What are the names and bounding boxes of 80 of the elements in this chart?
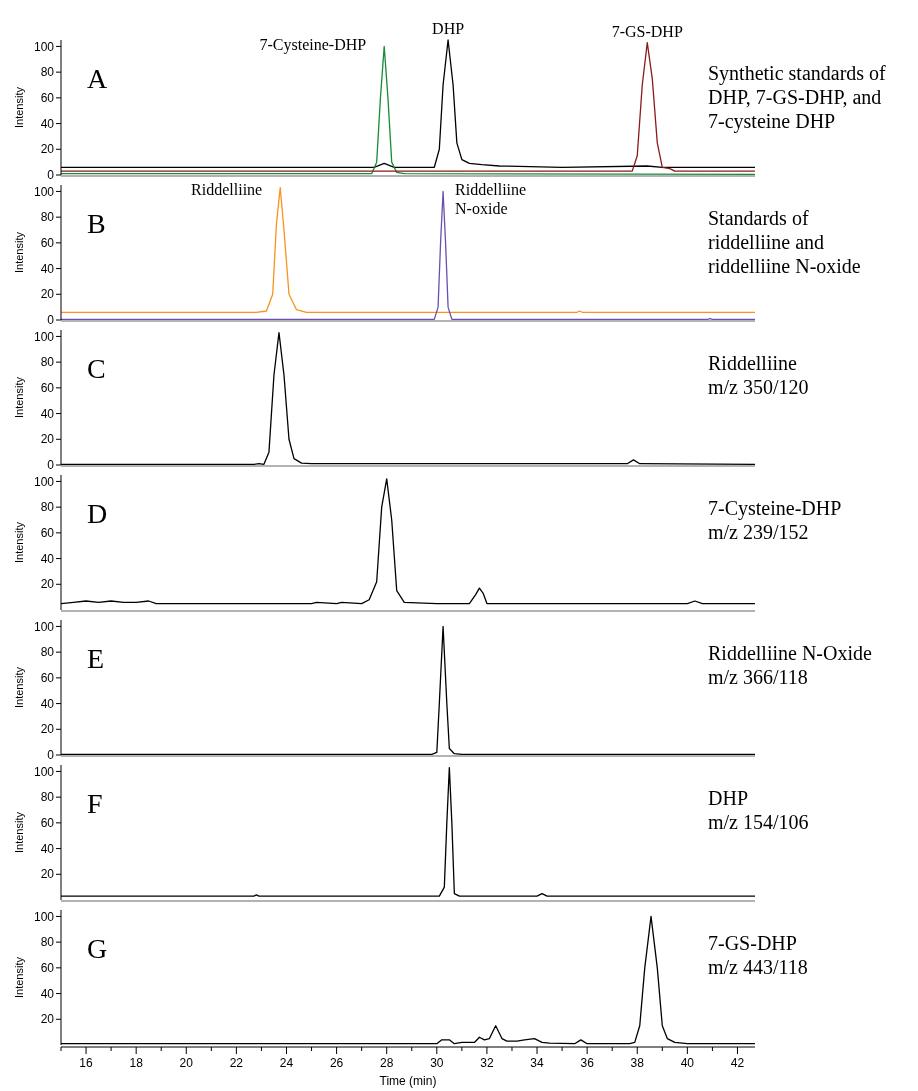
y-axis-title: Intensity [13, 86, 25, 128]
y-tick-label: 60 [40, 961, 55, 976]
annotation: C [87, 353, 106, 384]
y-tick-label: 40 [40, 841, 55, 856]
y-tick-label: 0 [47, 168, 55, 183]
y-tick-label: 40 [40, 406, 55, 421]
y-tick-label: 100 [33, 329, 55, 344]
annotation: Riddelliine N-Oxide m/z 366/118 [708, 642, 872, 688]
annotation: 7-Cysteine-DHP [259, 36, 367, 55]
y-tick-label: 60 [40, 526, 55, 541]
y-axis-title: Intensity [13, 811, 25, 853]
annotation: DHP [432, 20, 465, 37]
y-tick-label: 40 [40, 551, 55, 566]
y-tick-label: 20 [40, 142, 55, 157]
y-tick-label: 20 [40, 432, 55, 447]
y-axis-title: Intensity [13, 231, 25, 273]
y-tick-label: 40 [40, 116, 55, 131]
annotation: Riddelliine N-oxide [455, 181, 527, 218]
y-axis-title: Intensity [13, 376, 25, 418]
x-tick-label: 24 [279, 1056, 294, 1070]
y-tick-label: 40 [40, 986, 55, 1001]
y-tick-label: 0 [47, 458, 55, 473]
y-axis-title: Intensity [13, 666, 25, 708]
x-tick-label: 16 [79, 1056, 94, 1070]
y-tick-label: 60 [40, 91, 55, 106]
annotation: 7-GS-DHP [611, 22, 683, 40]
y-tick-label: 100 [33, 474, 55, 489]
x-axis-title: Time (min) [379, 1074, 437, 1088]
x-tick-label: 38 [630, 1056, 645, 1070]
annotation: Standards of riddelliine and riddelliine N-oxide [708, 207, 861, 277]
annotation: Riddelliine m/z 350/120 [708, 352, 809, 398]
x-tick-label: 22 [229, 1056, 244, 1070]
y-tick-label: 20 [40, 287, 55, 302]
y-tick-label: 0 [47, 313, 55, 328]
y-tick-label: 100 [33, 39, 55, 54]
x-tick-label: 36 [580, 1056, 595, 1070]
annotation: Synthetic standards of DHP, 7-GS-DHP, and 7-cysteine DHP [708, 62, 887, 133]
x-tick-label: 42 [730, 1056, 745, 1070]
x-tick-label: 18 [129, 1056, 144, 1070]
annotation: F [87, 788, 103, 819]
annotation: DHP m/z 154/106 [708, 787, 809, 833]
y-tick-label: 80 [40, 935, 55, 950]
y-tick-label: 80 [40, 500, 55, 515]
annotation: 7-Cysteine-DHP m/z 239/152 [708, 497, 842, 543]
y-axis-title: Intensity [13, 521, 25, 563]
y-tick-label: 20 [40, 867, 55, 882]
y-tick-label: 20 [40, 722, 55, 737]
x-tick-label: 34 [530, 1056, 545, 1070]
annotation: B [87, 208, 106, 239]
y-tick-label: 0 [47, 748, 55, 763]
y-tick-label: 80 [40, 65, 55, 80]
x-tick-label: 32 [480, 1056, 494, 1070]
annotation: E [87, 643, 105, 674]
y-tick-label: 60 [40, 816, 55, 831]
y-tick-label: 40 [40, 261, 55, 276]
y-tick-label: 100 [33, 764, 55, 779]
annotation: A [87, 63, 108, 94]
annotation: D [87, 498, 108, 529]
y-tick-label: 60 [40, 236, 55, 251]
y-tick-label: 20 [40, 1012, 55, 1027]
annotation: 7-GS-DHP m/z 443/118 [708, 932, 808, 978]
annotation: G [87, 933, 108, 964]
y-tick-label: 80 [40, 645, 55, 660]
x-tick-label: 40 [680, 1056, 695, 1070]
y-tick-label: 100 [33, 184, 55, 199]
y-tick-label: 80 [40, 210, 55, 225]
y-tick-label: 80 [40, 355, 55, 370]
y-tick-label: 100 [33, 619, 55, 634]
y-tick-label: 40 [40, 696, 55, 711]
x-tick-label: 26 [329, 1056, 344, 1070]
x-tick-label: 28 [380, 1056, 394, 1070]
y-tick-label: 60 [40, 381, 55, 396]
x-tick-label: 20 [179, 1056, 194, 1070]
y-tick-label: 60 [40, 671, 55, 686]
y-tick-label: 20 [40, 577, 55, 592]
y-axis-title: Intensity [13, 956, 25, 998]
annotation: Riddelliine [191, 181, 263, 199]
y-tick-label: 100 [33, 909, 55, 924]
y-tick-label: 80 [40, 790, 55, 805]
x-tick-label: 30 [430, 1056, 444, 1070]
